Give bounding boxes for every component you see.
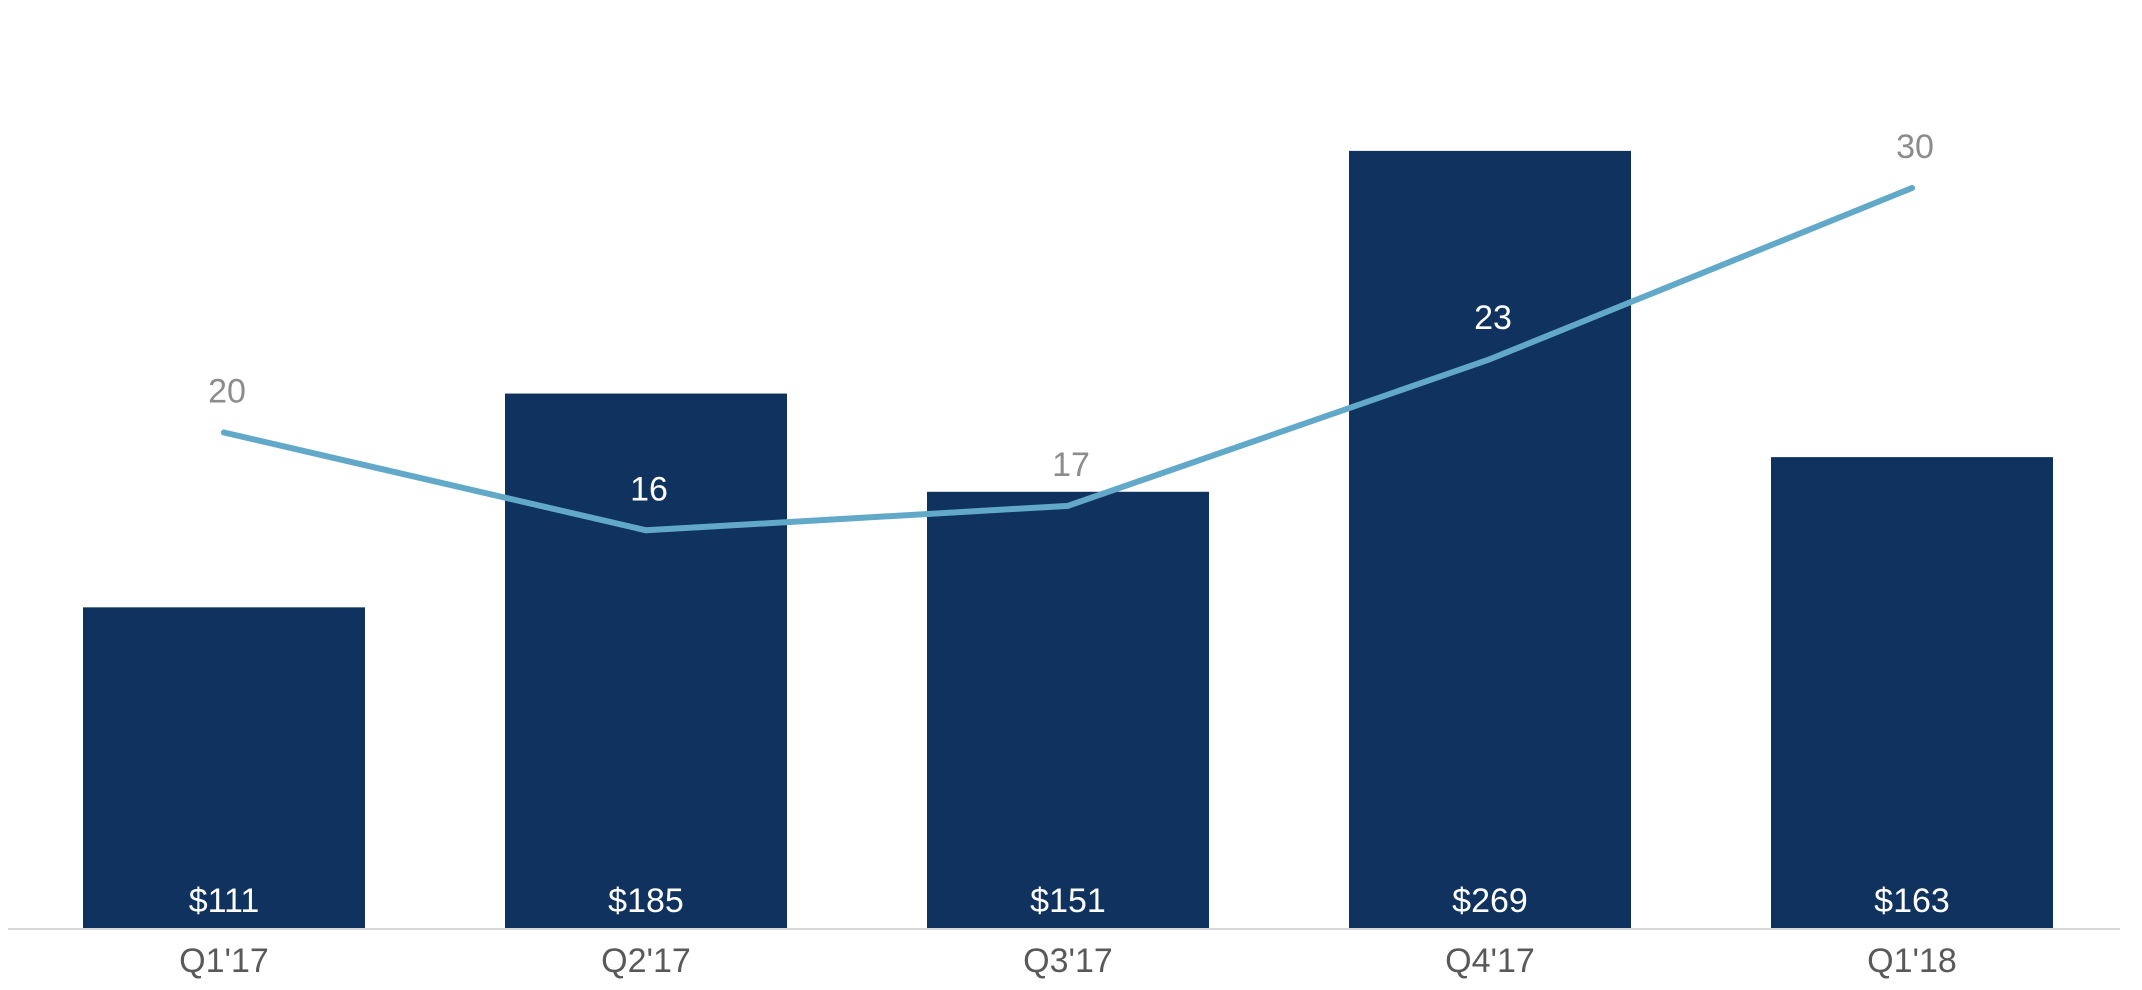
x-tick-label: Q3'17 [1023,942,1113,980]
line-labels-layer: 20 16 17 23 30 [208,128,1934,508]
bar-value-label: $163 [1874,882,1950,920]
line-series-layer [221,185,1915,534]
x-tick-label: Q4'17 [1445,942,1535,980]
bar-4 [1771,457,2053,928]
bars-layer [83,150,2053,928]
bar-1 [505,393,787,928]
bar-3 [1349,150,1631,928]
bar-0 [83,607,365,928]
line-point-0 [221,429,227,436]
bar-2 [927,491,1209,928]
line-value-label: 20 [208,373,246,411]
bar-value-label: $111 [189,882,260,920]
x-tick-label: Q1'17 [179,942,269,980]
line-point-2 [1065,502,1071,509]
line-point-3 [1487,356,1493,363]
bar-labels-layer: $111 $185 $151 $269 $163 [189,882,1950,920]
x-tick-label: Q1'18 [1867,942,1957,980]
line-value-label: 17 [1052,446,1090,484]
line-value-label: 23 [1474,299,1512,337]
bar-value-label: $269 [1452,882,1528,920]
line-point-4 [1909,185,1915,191]
line-value-label: 30 [1896,128,1934,166]
bar-value-label: $185 [608,882,684,920]
bar-value-label: $151 [1030,882,1106,920]
x-tick-label: Q2'17 [601,942,691,980]
line-value-label: 16 [630,470,668,508]
line-point-1 [643,527,649,534]
x-tick-labels-layer: Q1'17 Q2'17 Q3'17 Q4'17 Q1'18 [179,942,1957,980]
